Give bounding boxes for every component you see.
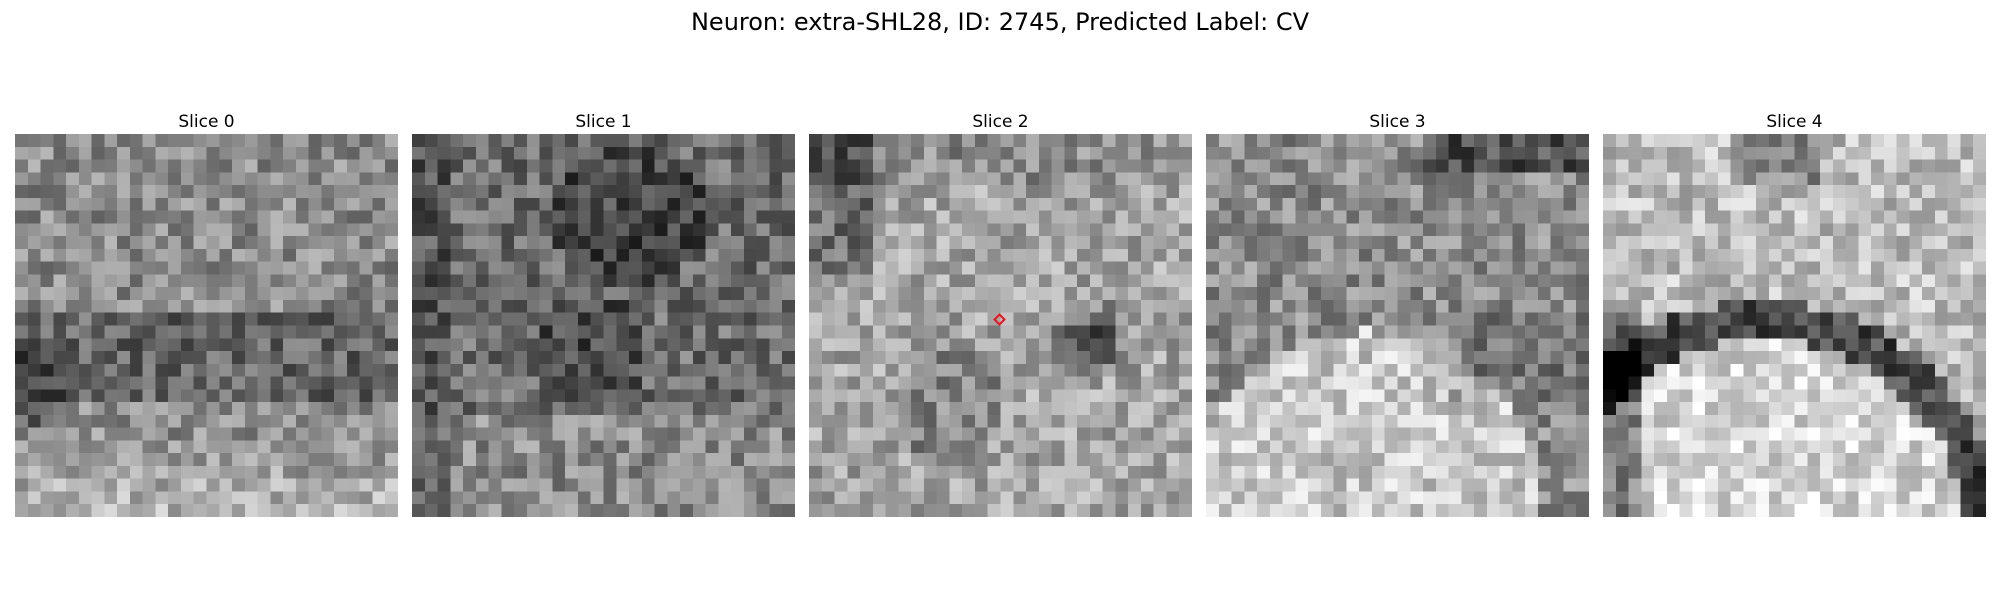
slice-image bbox=[1206, 134, 1589, 517]
slice-panel-3: Slice 3 bbox=[1206, 110, 1589, 517]
slice-image bbox=[412, 134, 795, 517]
figure-title: Neuron: extra-SHL28, ID: 2745, Predicted… bbox=[0, 8, 2000, 36]
slice-title: Slice 1 bbox=[412, 110, 795, 134]
slice-image bbox=[15, 134, 398, 517]
slice-image bbox=[809, 134, 1192, 517]
slice-panel-2: Slice 2 bbox=[809, 110, 1192, 517]
slice-title: Slice 2 bbox=[809, 110, 1192, 134]
slice-title: Slice 4 bbox=[1603, 110, 1986, 134]
slice-panel-4: Slice 4 bbox=[1603, 110, 1986, 517]
slice-image bbox=[1603, 134, 1986, 517]
slice-title: Slice 3 bbox=[1206, 110, 1589, 134]
slice-panel-1: Slice 1 bbox=[412, 110, 795, 517]
slice-title: Slice 0 bbox=[15, 110, 398, 134]
slice-panel-0: Slice 0 bbox=[15, 110, 398, 517]
